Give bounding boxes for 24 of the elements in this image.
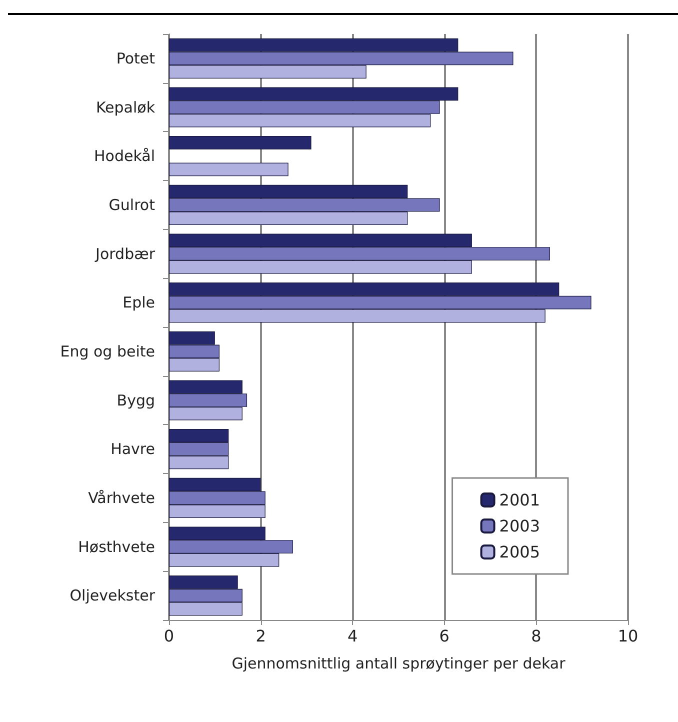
y-tick-label: Oljevekster xyxy=(70,586,156,605)
x-axis-title: Gjennomsnittlig antall sprøytinger per dekar xyxy=(232,654,566,672)
y-tick-label: Bygg xyxy=(116,391,155,410)
bar xyxy=(169,162,288,176)
y-tick-label: Kepaløk xyxy=(96,98,156,116)
legend-label: 2003 xyxy=(499,516,540,536)
y-tick-label: Eple xyxy=(122,294,155,312)
x-tick-label: 4 xyxy=(348,626,358,646)
legend-label: 2001 xyxy=(499,490,540,510)
y-tick-label: Havre xyxy=(110,440,155,458)
x-tick-label: 10 xyxy=(618,626,638,646)
y-tick-label: Eng og beite xyxy=(60,342,155,360)
legend-label: 2005 xyxy=(499,542,540,562)
y-tick-label: Gulrot xyxy=(108,196,156,214)
x-tick-label: 0 xyxy=(164,626,174,646)
x-tick-label: 8 xyxy=(531,626,542,646)
y-tick-label: Potet xyxy=(116,49,156,68)
y-tick-label: Høsthvete xyxy=(78,538,155,556)
x-tick-label: 2 xyxy=(256,626,266,646)
bar xyxy=(169,136,312,150)
y-tick-label: Hodekål xyxy=(94,147,155,166)
y-tick-label: Vårhvete xyxy=(88,488,155,507)
x-tick-label: 6 xyxy=(439,626,450,646)
y-tick-label: Jordbær xyxy=(94,244,156,263)
